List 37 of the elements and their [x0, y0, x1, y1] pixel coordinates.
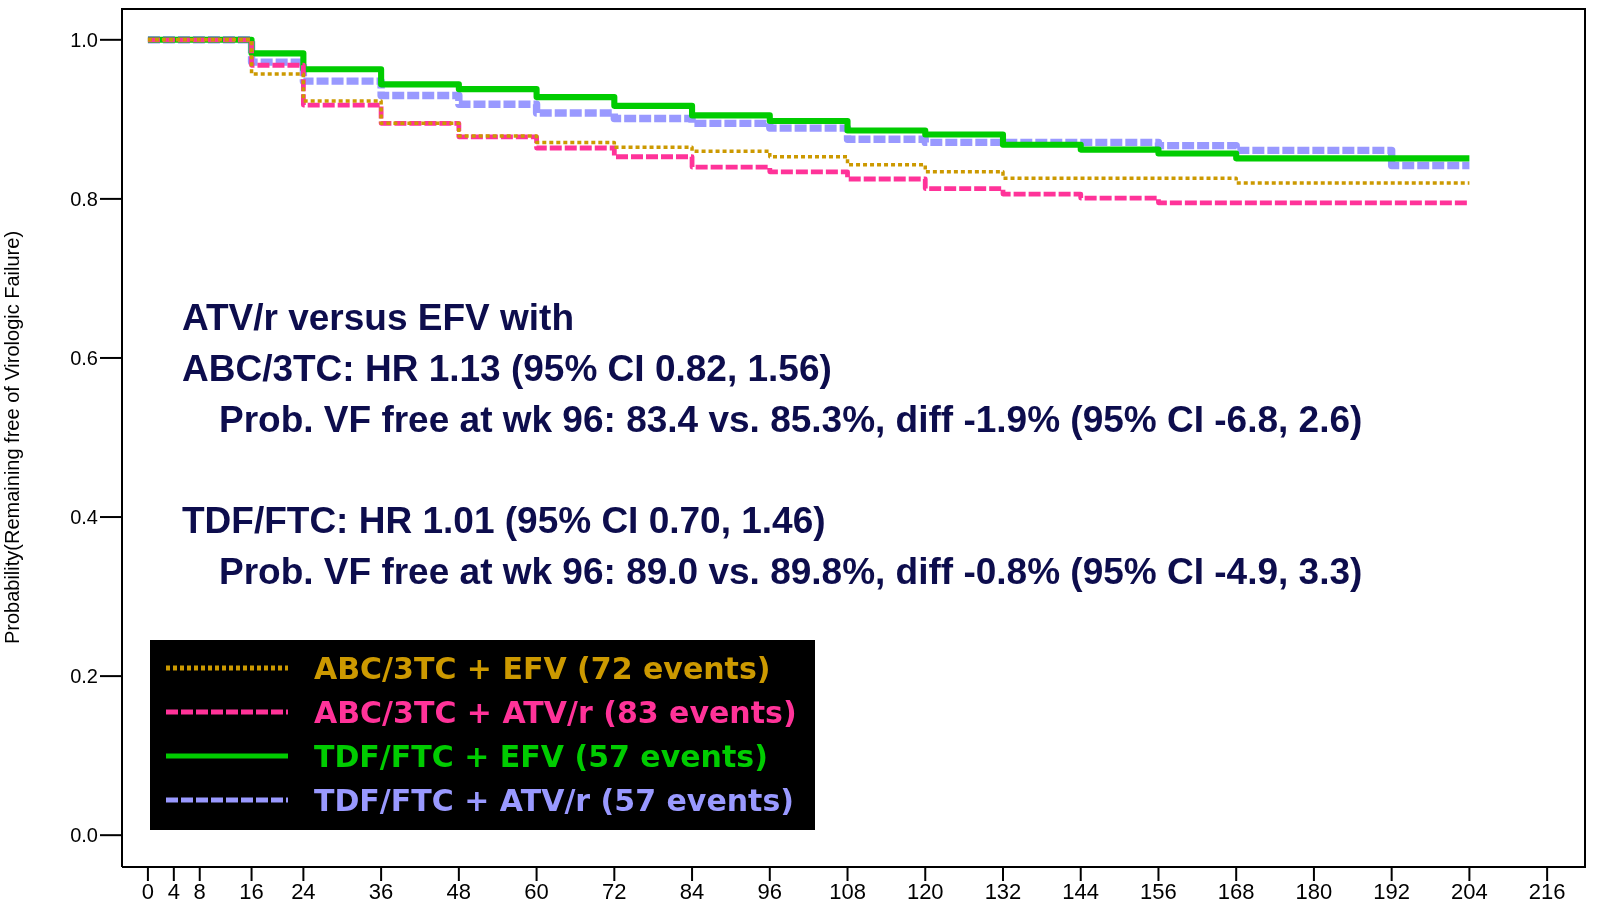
x-tick-label: 108: [829, 878, 866, 904]
annotation: TDF/FTC: HR 1.01 (95% CI 0.70, 1.46): [182, 499, 827, 543]
x-tick-label: 216: [1528, 878, 1566, 904]
x-tick-label: 192: [1373, 878, 1411, 904]
x-tick-label: 0: [141, 878, 155, 904]
x-tick-label: 204: [1451, 878, 1488, 904]
annotation: ABC/3TC: HR 1.13 (95% CI 0.82, 1.56): [182, 347, 833, 391]
x-tick-label: 132: [984, 878, 1022, 904]
x-tick-label: 180: [1295, 878, 1333, 904]
x-tick-label: 168: [1217, 878, 1255, 904]
y-tick-label: 0.0: [70, 824, 98, 847]
x-tick-label: 36: [368, 878, 394, 904]
y-tick-label: 1.0: [70, 28, 98, 51]
annotation: ATV/r versus EFV with: [182, 296, 576, 340]
x-tick-label: 4: [167, 878, 180, 904]
x-tick-label: 60: [524, 878, 549, 904]
x-tick-label: 8: [193, 878, 206, 904]
y-tick-label: 0.6: [70, 347, 98, 370]
x-tick-label: 120: [906, 878, 944, 904]
legend-label: TDF/FTC + EFV (57 events): [314, 738, 768, 774]
y-tick-label: 0.2: [70, 665, 98, 688]
x-tick-label: 84: [679, 878, 705, 904]
x-tick-label: 72: [602, 878, 627, 904]
x-tick-label: 96: [757, 878, 783, 904]
annotation: Prob. VF free at wk 96: 89.0 vs. 89.8%, diff -0.8% (95% CI -4.9, 3.3): [218, 550, 1363, 594]
y-tick-label: 0.8: [70, 187, 98, 210]
legend-label: ABC/3TC + EFV (72 events): [314, 650, 771, 686]
x-tick-label: 24: [291, 878, 316, 904]
x-tick-label: 144: [1062, 878, 1100, 904]
x-tick-label: 16: [239, 878, 264, 904]
y-tick-label: 0.4: [70, 506, 98, 529]
x-tick-label: 156: [1140, 878, 1177, 904]
x-tick-label: 48: [446, 878, 472, 904]
legend-label: ABC/3TC + ATV/r (83 events): [314, 694, 797, 730]
annotation: Prob. VF free at wk 96: 83.4 vs. 85.3%, diff -1.9% (95% CI -6.8, 2.6): [218, 398, 1363, 442]
y-axis-title: Probability(Remaining free of Virologic Failure): [1, 230, 24, 645]
legend-label: TDF/FTC + ATV/r (57 events): [314, 782, 794, 818]
